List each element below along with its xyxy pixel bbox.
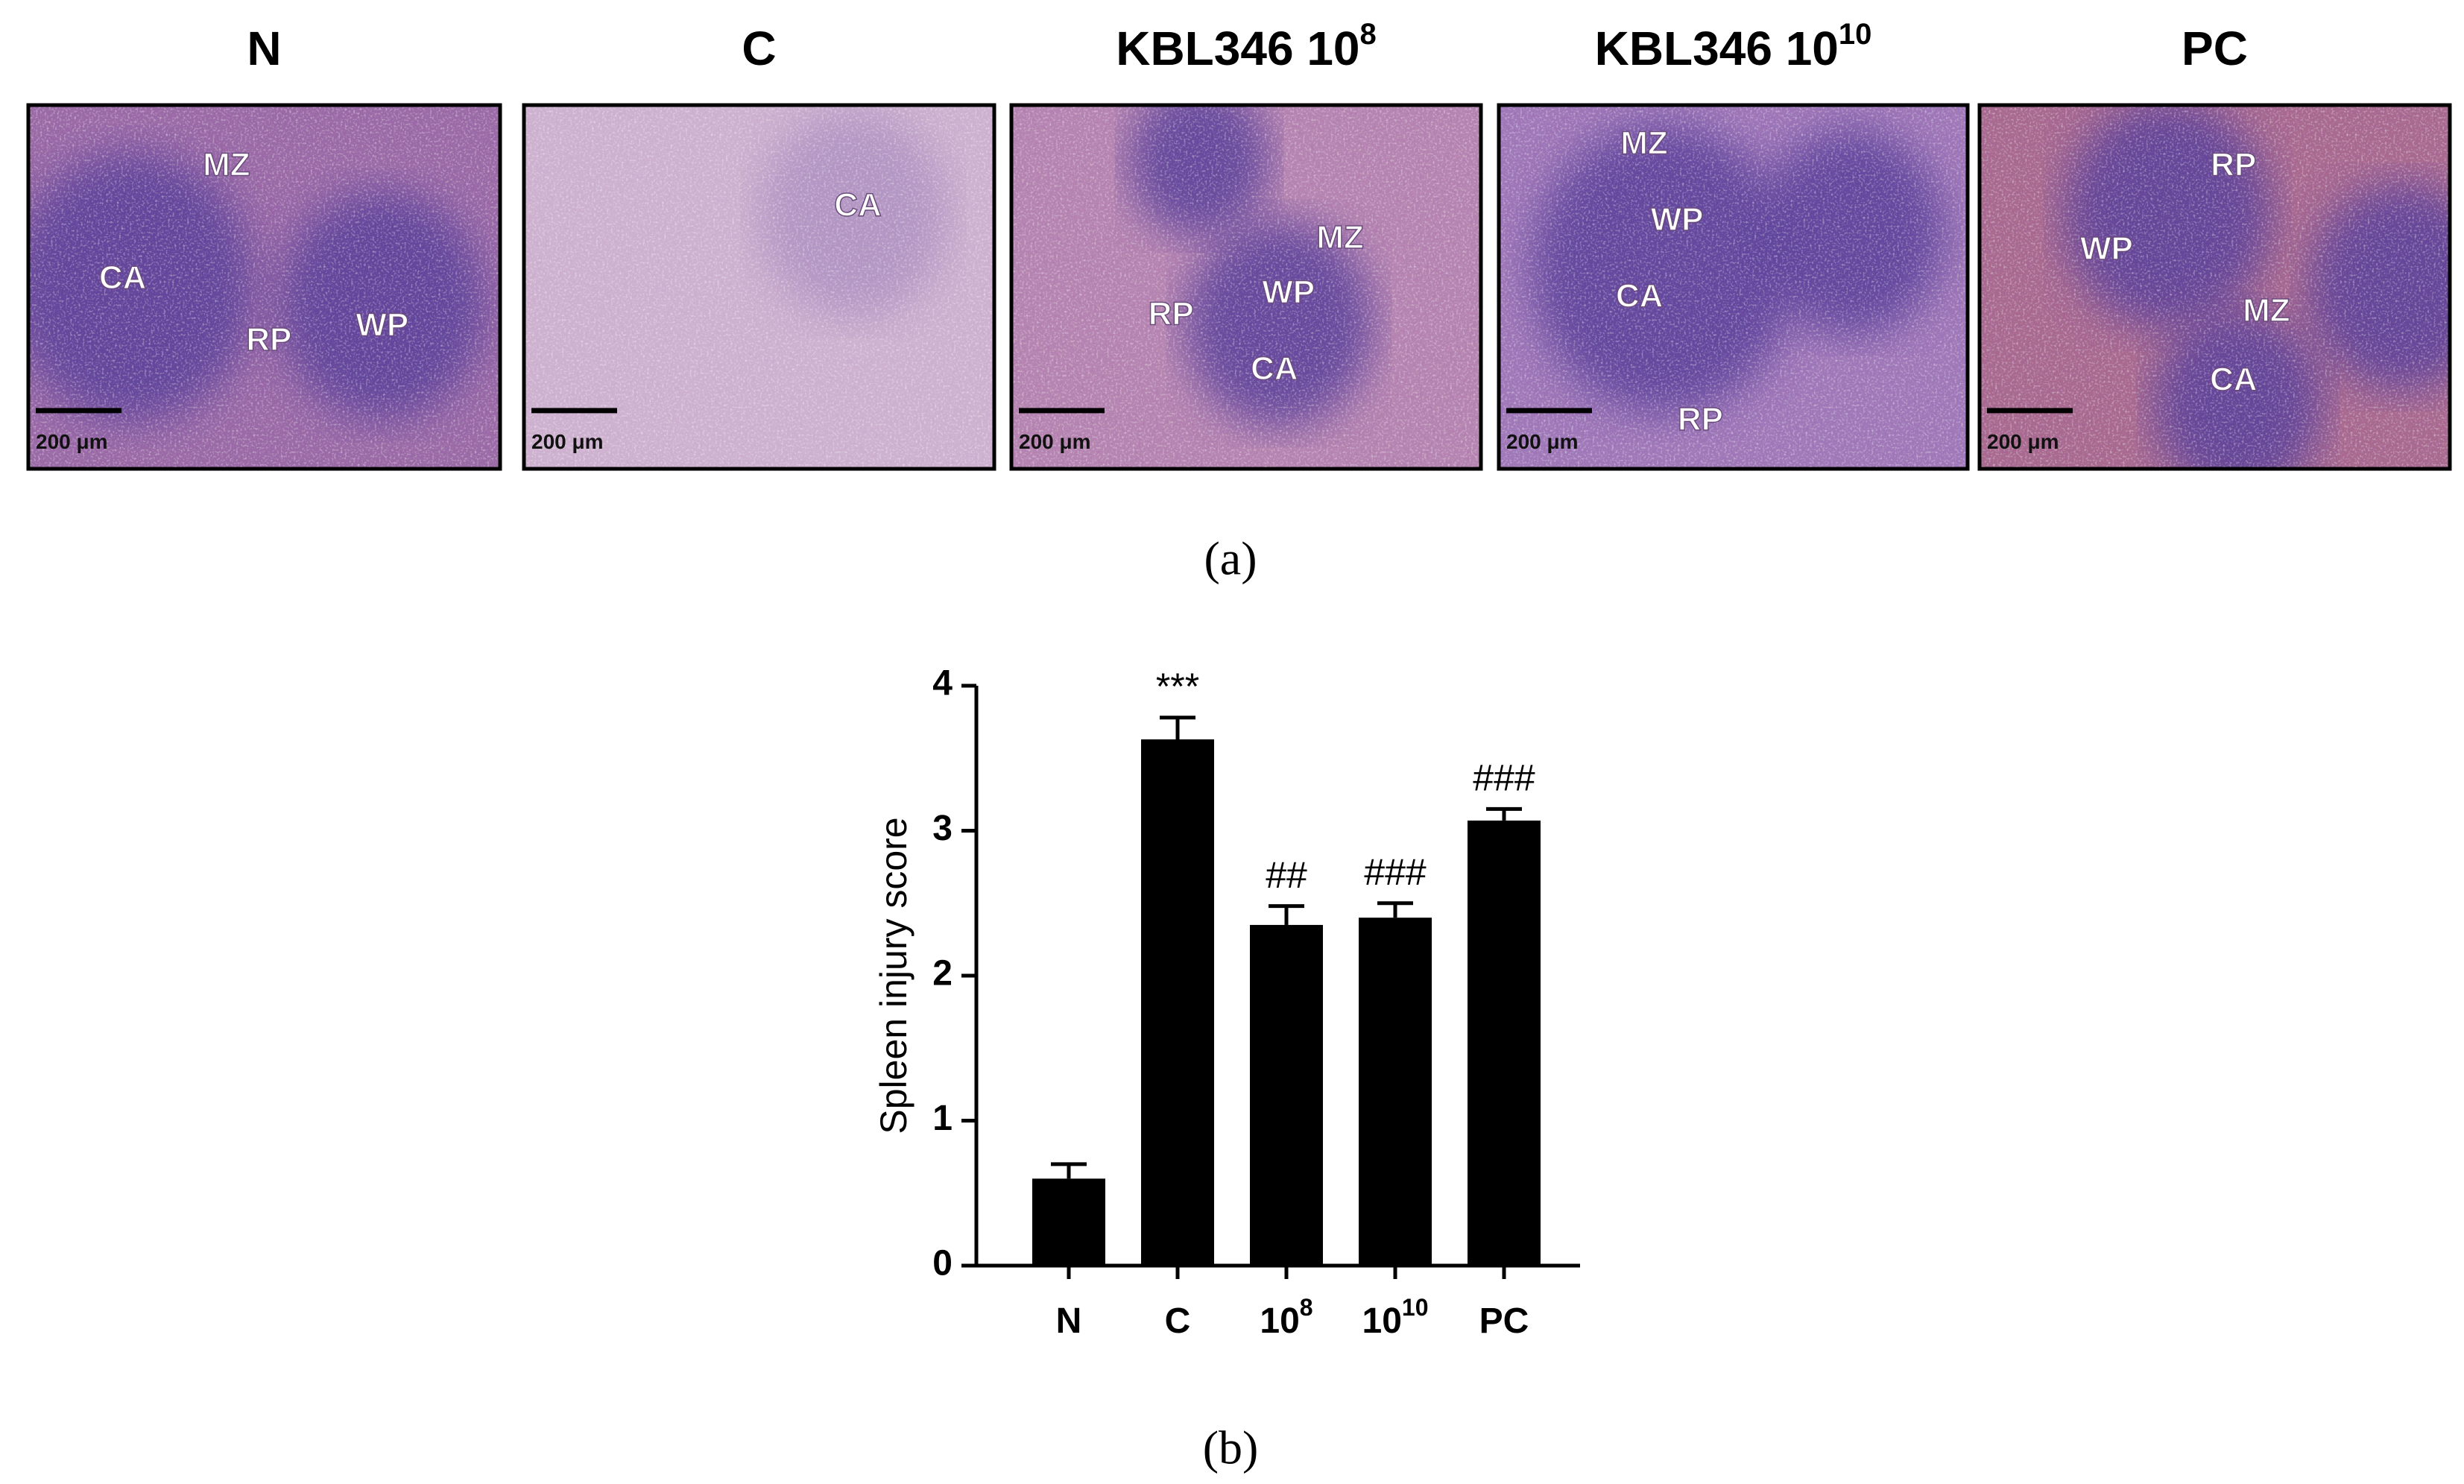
y-tick-label: 1 — [932, 1099, 953, 1138]
region-label: RP — [2211, 147, 2256, 183]
x-tick-text: N — [1056, 1301, 1082, 1341]
scale-bar-label: 200 μm — [36, 430, 108, 453]
frame — [26, 103, 502, 471]
scale-bar-label: 200 μm — [1019, 430, 1091, 453]
bar — [1032, 1178, 1105, 1266]
histology-image — [1977, 103, 2452, 471]
panel-title: N — [247, 22, 281, 75]
x-tick-label: C — [1165, 1301, 1191, 1341]
error-bar — [1377, 901, 1413, 918]
panel-title-text: KBL346 10 — [1116, 22, 1359, 75]
y-tick-label: 0 — [932, 1244, 953, 1283]
panel-title: PC — [2182, 22, 2248, 75]
y-tick-label: 4 — [932, 664, 953, 704]
y-tick-label: 2 — [932, 954, 953, 994]
region-label: CA — [834, 186, 882, 223]
x-tick-text: 10 — [1362, 1301, 1402, 1341]
region-label: WP — [356, 306, 408, 343]
histology-image — [26, 103, 502, 471]
x-tick-label: 108 — [1260, 1294, 1312, 1340]
frame — [1009, 103, 1483, 471]
x-tick-text: C — [1165, 1301, 1191, 1341]
region-label: CA — [1251, 350, 1298, 387]
region-label: CA — [2210, 361, 2258, 398]
image-content — [1499, 105, 1968, 469]
panel-title-text: PC — [2182, 22, 2248, 75]
y-tick-label: 3 — [932, 809, 953, 848]
panel-title-text: N — [247, 22, 281, 75]
frame — [522, 103, 996, 471]
frame — [1977, 103, 2452, 471]
panel-title-text: KBL346 10 — [1595, 22, 1839, 75]
bar — [1250, 924, 1323, 1266]
image-content — [28, 105, 500, 469]
panel-title: C — [742, 22, 776, 75]
bar — [1141, 739, 1214, 1266]
bar — [1359, 918, 1432, 1266]
region-label: WP — [1651, 201, 1704, 238]
region-label: WP — [2080, 230, 2133, 267]
x-tick-label: 1010 — [1362, 1294, 1429, 1340]
region-label: CA — [99, 259, 147, 296]
x-tick-text: 10 — [1260, 1301, 1299, 1341]
x-tick-sup: 8 — [1300, 1294, 1313, 1321]
panel-title: KBL346 108 — [1116, 18, 1377, 75]
panel-title-sup: 10 — [1839, 18, 1872, 51]
x-tick-label: PC — [1479, 1301, 1529, 1341]
error-bar — [1160, 716, 1195, 739]
frame — [1497, 103, 1970, 471]
panel-label: (b) — [1203, 1421, 1259, 1474]
region-label: MZ — [2243, 292, 2290, 329]
histology-image — [522, 103, 996, 471]
region-label: RP — [246, 321, 291, 358]
x-tick-label: N — [1056, 1301, 1082, 1341]
scale-bar-label: 200 μm — [1506, 430, 1579, 453]
texture — [524, 105, 994, 469]
region-label: MZ — [1620, 124, 1668, 161]
bar — [1468, 820, 1541, 1266]
panel-title-sup: 8 — [1360, 18, 1377, 51]
panel-title-text: C — [742, 22, 776, 75]
significance: ### — [1473, 757, 1535, 799]
image-content — [1980, 105, 2450, 469]
histology-image — [1009, 103, 1483, 471]
scale-bar-label: 200 μm — [531, 430, 604, 453]
panel-title: KBL346 1010 — [1595, 18, 1872, 75]
x-tick-sup: 10 — [1402, 1294, 1429, 1321]
region-label: WP — [1262, 274, 1315, 310]
error-bar — [1051, 1162, 1087, 1179]
region-label: MZ — [1316, 219, 1364, 256]
x-tick-text: PC — [1479, 1301, 1529, 1341]
texture — [1499, 105, 1968, 469]
region-label: RP — [1678, 401, 1723, 438]
scale-bar-label: 200 μm — [1987, 430, 2059, 453]
image-content — [524, 105, 994, 469]
histology-image — [1497, 103, 1970, 471]
y-axis-label: Spleen injury score — [873, 817, 914, 1134]
region-label: MZ — [203, 147, 250, 183]
significance: ## — [1266, 854, 1307, 896]
texture — [1011, 105, 1481, 469]
panel-label: (a) — [1204, 532, 1257, 585]
region-label: CA — [1616, 277, 1664, 314]
error-bar — [1269, 904, 1304, 925]
error-bar — [1486, 806, 1522, 821]
significance: ### — [1364, 851, 1427, 893]
significance: *** — [1156, 666, 1199, 707]
region-label: RP — [1149, 296, 1194, 332]
